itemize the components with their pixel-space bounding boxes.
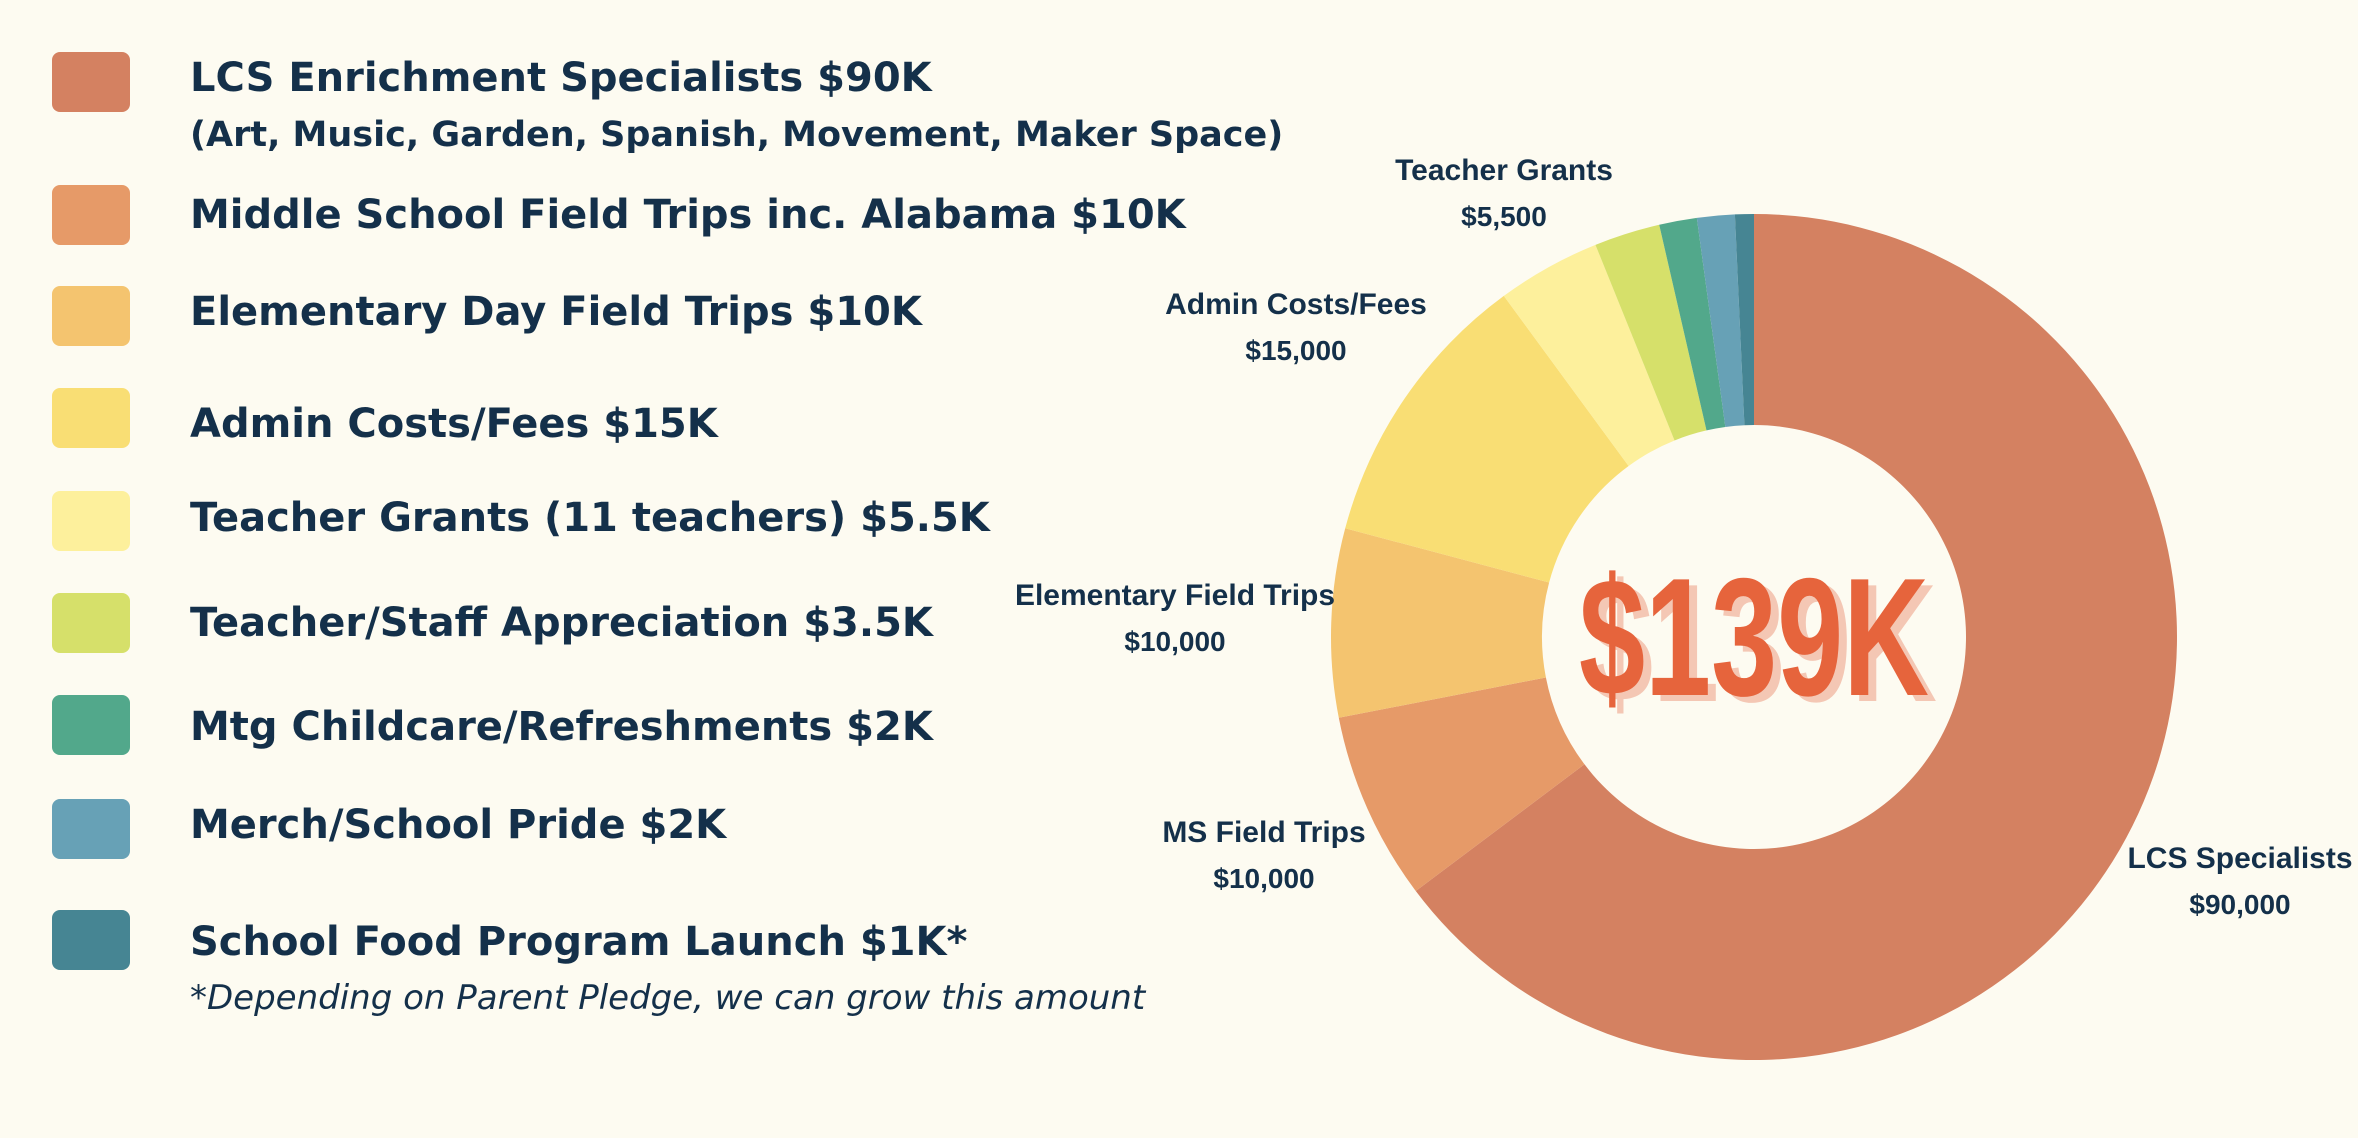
slice-label-value: $10,000 <box>1213 863 1314 894</box>
legend-label: LCS Enrichment Specialists $90K <box>190 55 932 101</box>
slice-label-name: MS Field Trips <box>1162 816 1365 849</box>
donut-slice-2 <box>1338 677 1585 892</box>
center-total-shadow: $139K <box>1587 549 1937 737</box>
legend-label: Elementary Day Field Trips $10K <box>190 289 922 335</box>
donut-slice-8 <box>1696 214 1745 427</box>
center-total-label: $139K <box>1579 543 1929 731</box>
slice-label-name: Elementary Field Trips <box>1015 579 1335 612</box>
legend-label: Middle School Field Trips inc. Alabama $… <box>190 192 1186 238</box>
center-total: $139K $139K <box>1579 543 1937 737</box>
legend-swatch <box>52 910 130 970</box>
legend-swatch <box>52 593 130 653</box>
legend-label: Merch/School Pride $2K <box>190 802 727 848</box>
slice-label-value: $15,000 <box>1245 335 1346 366</box>
legend-label: School Food Program Launch $1K* <box>190 919 968 965</box>
slice-label-value: $90,000 <box>2189 889 2290 920</box>
legend-swatch <box>52 695 130 755</box>
donut-slice-3 <box>1331 528 1550 718</box>
legend-swatch <box>52 185 130 245</box>
slice-label-name: Admin Costs/Fees <box>1165 288 1427 321</box>
donut-slice-9 <box>1734 214 1754 426</box>
slice-label-name: Teacher Grants <box>1395 154 1613 187</box>
donut-slice-5 <box>1503 244 1675 467</box>
legend-footnote: *Depending on Parent Pledge, we can grow… <box>190 978 1146 1018</box>
slice-label-value: $5,500 <box>1461 201 1547 232</box>
legend-swatch <box>52 52 130 112</box>
donut-slice-4 <box>1345 295 1629 583</box>
legend-swatch <box>52 491 130 551</box>
legend-label: Mtg Childcare/Refreshments $2K <box>190 704 933 750</box>
legend-label: Teacher Grants (11 teachers) $5.5K <box>190 495 990 541</box>
slice-labels: LCS Specialists $90,000 MS Field Trips $10,… <box>1015 154 2353 920</box>
legend-swatch <box>52 799 130 859</box>
legend-sublabel: (Art, Music, Garden, Spanish, Movement, … <box>190 115 1284 155</box>
donut-slices <box>1331 214 2177 1060</box>
slice-label-name: LCS Specialists <box>2127 842 2352 875</box>
legend-label: Admin Costs/Fees $15K <box>190 401 718 447</box>
slice-label-value: $10,000 <box>1124 626 1225 657</box>
donut-slice-7 <box>1659 217 1726 431</box>
donut-slice-6 <box>1595 224 1707 441</box>
legend-swatch <box>52 388 130 448</box>
legend-label: Teacher/Staff Appreciation $3.5K <box>190 600 933 646</box>
donut-slice-1 <box>1415 214 2177 1060</box>
legend-swatch <box>52 286 130 346</box>
legend: LCS Enrichment Specialists $90K (Art, Mu… <box>52 52 1283 1018</box>
